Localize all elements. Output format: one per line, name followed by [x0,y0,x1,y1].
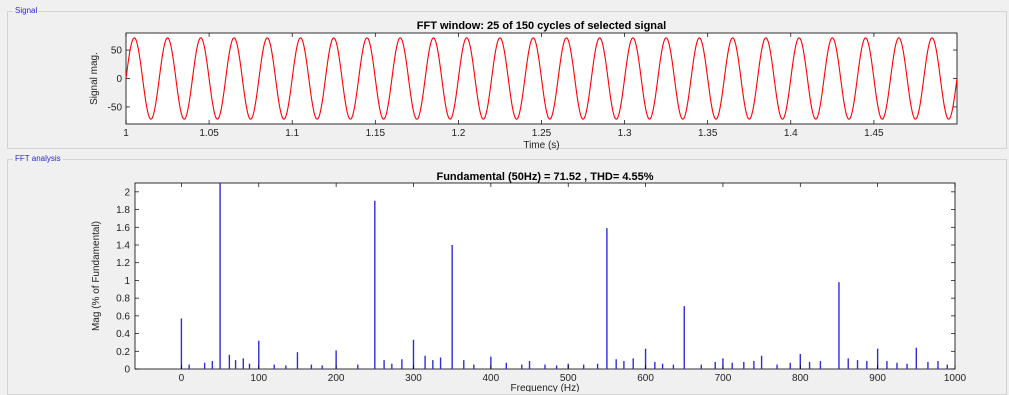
fft-panel-title: FFT analysis [13,154,63,164]
y-tick-label: 1.4 [116,241,130,252]
x-tick-label: 1.15 [366,128,386,139]
y-tick-label: 0.8 [116,294,130,305]
y-tick-label: 1.8 [116,205,130,216]
y-tick-label: 0 [124,365,130,376]
fft-y-axis-label: Mag (% of Fundamental) [91,221,102,331]
x-tick-label: 600 [637,373,654,384]
x-tick-label: 1.25 [532,128,552,139]
x-tick-label: 1.35 [698,128,718,139]
x-tick-label: 400 [483,373,500,384]
x-tick-label: 1 [123,128,129,139]
x-tick-label: 500 [560,373,577,384]
x-tick-label: 1.3 [618,128,632,139]
x-tick-label: 700 [715,373,732,384]
y-tick-label: 2 [124,187,130,198]
signal-panel: Signal [7,6,1007,149]
x-tick-label: 1.05 [199,128,219,139]
y-tick-label: 0.4 [116,329,130,340]
signal-y-axis-label: Signal mag. [89,52,100,105]
x-tick-label: 800 [792,373,809,384]
y-tick-label: 0.2 [116,347,130,358]
fft-x-axis-label: Frequency (Hz) [511,383,580,392]
x-tick-label: 1.1 [285,128,299,139]
signal-x-axis-label: Time (s) [523,140,559,151]
x-tick-label: 1000 [944,373,967,384]
y-tick-label: -50 [108,102,123,113]
x-tick-label: 1.45 [864,128,884,139]
y-tick-label: 1.6 [116,223,130,234]
x-tick-label: 1.4 [784,128,798,139]
x-tick-label: 1.2 [451,128,465,139]
signal-series-line [125,37,958,120]
y-tick-label: 1 [124,276,130,287]
y-tick-label: 1.2 [116,258,130,269]
y-tick-label: 0.6 [116,311,130,322]
y-tick-label: 50 [111,46,123,57]
fft-chart-title: Fundamental (50Hz) = 71.52 , THD= 4.55% [436,171,653,183]
fft-plot-area [134,182,956,370]
x-tick-label: 200 [328,373,345,384]
x-tick-label: 300 [405,373,422,384]
y-tick-label: 0 [116,74,122,85]
x-tick-label: 0 [179,373,185,384]
signal-chart-title: FFT window: 25 of 150 cycles of selected… [417,20,666,32]
x-tick-label: 100 [250,373,267,384]
x-tick-label: 900 [869,373,886,384]
signal-chart: 1 1.05 1.1 1.15 1.2 1.25 1.3 1.35 1.4 1.45 -50 0 50 F… [89,20,958,151]
signal-panel-title: Signal [13,6,40,16]
